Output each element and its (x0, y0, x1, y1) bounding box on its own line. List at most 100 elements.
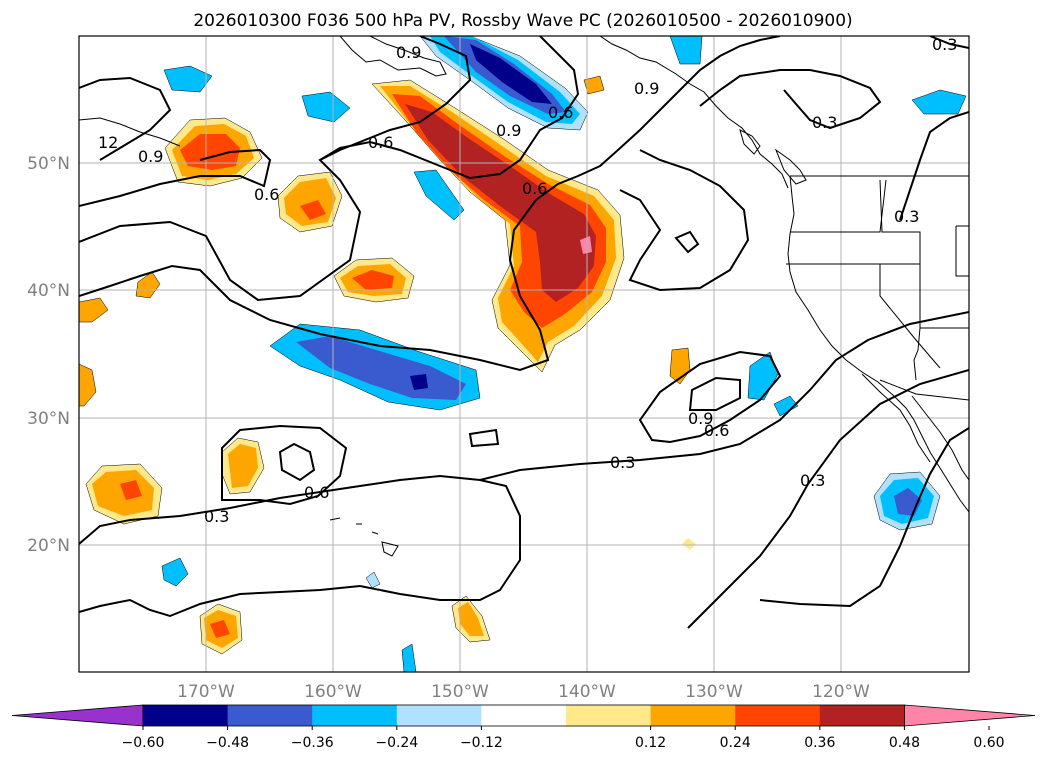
hawaii-islands (329, 517, 399, 557)
colorbar-swatch (143, 705, 229, 726)
anomaly-blob-neg-5 (669, 36, 703, 65)
state-border-or-ca (786, 263, 969, 329)
contour-03-ne (699, 69, 882, 130)
colorbar-extend-max (904, 704, 1036, 727)
lon-label-140w: 140°W (558, 682, 616, 702)
contour-03-ne2 (899, 111, 969, 221)
colorbar-swatches (11, 704, 1036, 727)
positive-anomaly-shading (79, 75, 696, 655)
colorbar-tick-label: 0.24 (720, 735, 751, 751)
lat-label-30n: 30°N (27, 409, 70, 429)
contour-label-1: 0.9 (396, 43, 421, 62)
contour-label-14: 0.9 (688, 409, 713, 428)
contour-label-5: 0.3 (932, 35, 957, 54)
contour-loop-133w (638, 350, 782, 444)
colorbar-ticks: −0.60 −0.48 −0.36 −0.24 −0.12 0.12 0.24 0.36 0.4… (122, 726, 1005, 751)
anomaly-blob-neg-3 (301, 91, 351, 123)
lon-label-120w: 120°W (812, 682, 870, 702)
longitude-labels: 170°W 160°W 150°W 140°W 130°W 120°W (177, 682, 870, 702)
colorbar-tick-label: −0.60 (122, 735, 165, 751)
negative-anomaly-shading (161, 36, 967, 672)
lat-label-20n: 20°N (27, 536, 70, 556)
colorbar-frame (142, 704, 905, 727)
anomaly-blob-169w-3 (210, 620, 230, 638)
anomaly-blob-174w-2 (92, 470, 154, 516)
anomaly-blob-neg-1-3 (410, 374, 428, 390)
colorbar-swatch (396, 705, 482, 726)
colorbar-swatch (481, 705, 567, 726)
contour-label-8: 0.6 (368, 133, 393, 152)
contour-label-10: 0.3 (812, 113, 837, 132)
colorbar-swatch (819, 705, 905, 726)
contour-label-11: 0.9 (634, 79, 659, 98)
anomaly-blob-neg-10 (161, 557, 189, 587)
baja-peninsula (861, 373, 931, 463)
contour-label-2: 0.6 (548, 103, 573, 122)
anomaly-blob-west-1 (79, 297, 109, 323)
anomaly-blob-133w-20n (682, 538, 696, 550)
anomaly-blob-162w-3 (300, 200, 326, 220)
colorbar-tick-label: 0.48 (889, 735, 920, 751)
map-plot-area: 0.9 0.6 0.9 0.6 0.3 12 0.9 0.6 0.6 0.3 0… (79, 35, 969, 672)
contour-03-north (79, 36, 472, 302)
contour-06-north (79, 148, 272, 207)
anomaly-blob-150w-2 (458, 602, 484, 636)
colorbar-swatch (227, 705, 313, 726)
contour-03-se2 (759, 427, 969, 608)
contour-label-3: 0.9 (496, 121, 521, 140)
anomaly-blob-neg-4 (413, 169, 465, 221)
contour-loop-166w (221, 424, 348, 506)
latitude-labels: 50°N 40°N 30°N 20°N (27, 154, 70, 556)
lat-label-40n: 40°N (27, 281, 70, 301)
colorbar-swatch (312, 705, 398, 726)
colorbar-tick-label: 0.60 (973, 735, 1004, 751)
lat-label-50n: 50°N (27, 154, 70, 174)
anomaly-blob-neg-7 (773, 395, 799, 417)
anomaly-blob-167w-2 (228, 444, 258, 488)
east-box (955, 225, 969, 277)
contour-nw-12 (79, 76, 172, 161)
map-title: 2026010300 F036 500 hPa PV, Rossby Wave … (193, 11, 852, 31)
contour-label-7: 0.9 (138, 147, 163, 166)
anomaly-blob-nw-3 (180, 134, 240, 170)
contour-label-9: 0.6 (254, 185, 279, 204)
contour-03-mid (79, 474, 521, 618)
contour-lines (79, 36, 969, 629)
colorbar-swatch (735, 705, 821, 726)
contour-label-18: 0.3 (894, 207, 919, 226)
lon-label-130w: 130°W (685, 682, 743, 702)
lon-label-150w: 150°W (431, 682, 489, 702)
colorbar: −0.60 −0.48 −0.36 −0.24 −0.12 0.12 0.24 0.36 0.4… (11, 704, 1036, 751)
anomaly-blob-neg-11 (401, 643, 417, 672)
colorbar-tick-label: −0.12 (460, 735, 503, 751)
colorbar-tick-label: −0.24 (375, 735, 418, 751)
anomaly-blob-156w-3 (352, 270, 394, 290)
anomaly-blob-neg-12 (365, 571, 381, 589)
state-border-nv-az (913, 327, 921, 381)
contour-loop-133w-inner (688, 376, 741, 411)
anomaly-blob-main-band-4 (405, 104, 596, 302)
contour-06-tail (319, 36, 580, 180)
bc-islands (739, 129, 807, 185)
contour-03-east (479, 311, 969, 481)
colorbar-extend-min (11, 704, 144, 727)
contour-label-13: 0.3 (610, 453, 635, 472)
colorbar-swatch (650, 705, 736, 726)
contour-06-mid (79, 36, 781, 372)
contour-ridge-135w (619, 149, 750, 292)
map-frame (78, 35, 970, 673)
gulf-of-california-coast (911, 395, 969, 481)
us-west-coast (787, 175, 969, 513)
contour-loop-137w (674, 230, 700, 254)
lon-label-170w: 170°W (177, 682, 235, 702)
contour-loop-144w-small (468, 428, 500, 448)
colorbar-tick-label: 0.12 (635, 735, 666, 751)
colorbar-tick-label: 0.36 (804, 735, 835, 751)
anomaly-blob-174w-3 (120, 480, 142, 500)
contour-label-6: 12 (98, 133, 118, 152)
lon-label-160w: 160°W (304, 682, 362, 702)
colorbar-swatch (566, 705, 652, 726)
contour-03-topright (929, 36, 969, 49)
anomaly-blob-neg-main-4 (470, 44, 552, 104)
